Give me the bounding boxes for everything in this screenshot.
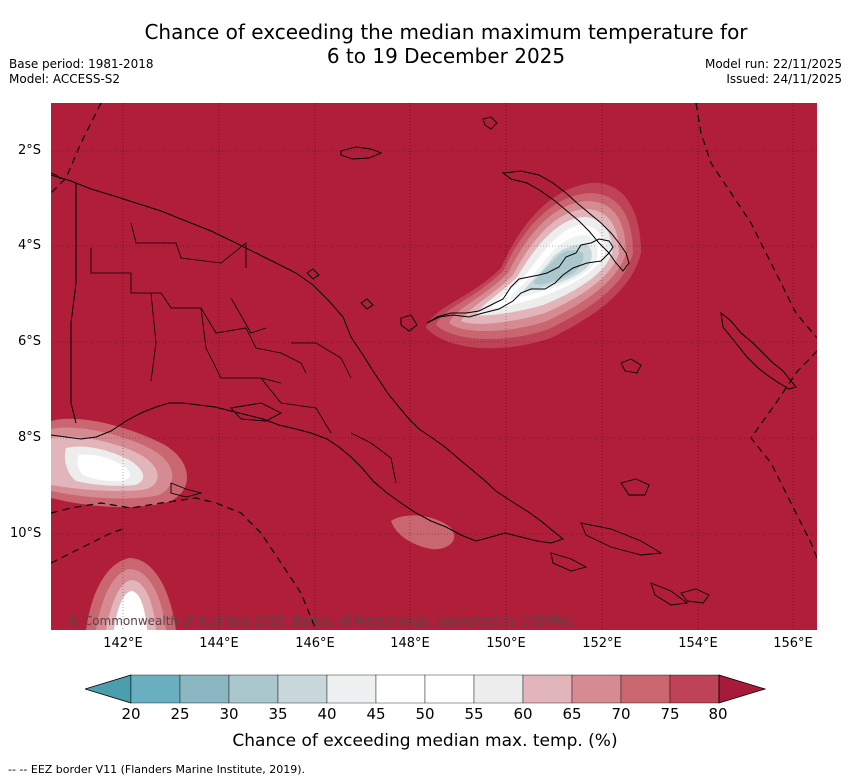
colorbar-segment [375, 674, 426, 704]
colorbar-segment [669, 674, 720, 704]
lon-label-152e: 152°E [582, 636, 622, 651]
coastline-west [51, 172, 77, 424]
lat-label-10s: 10°S [10, 526, 42, 541]
lon-label-148e: 148°E [390, 636, 430, 651]
colorbar-segment [326, 674, 377, 704]
colorbar-segment [571, 674, 622, 704]
colorbar-tick: 50 [415, 705, 435, 723]
colorbar-title: Chance of exceeding median max. temp. (%… [232, 731, 618, 751]
colorbar-tick: 80 [708, 705, 728, 723]
lon-label-146e: 146°E [295, 636, 335, 651]
islands [170, 116, 710, 606]
model-run: Model run: 22/11/2025 [704, 57, 842, 71]
map-area [51, 103, 817, 630]
colorbar-svg [83, 674, 767, 704]
colorbar-tick: 75 [660, 705, 680, 723]
lon-label-142e: 142°E [103, 636, 143, 651]
lat-label-2s: 2°S [18, 143, 42, 158]
coastline-new-guinea [51, 174, 565, 544]
eez-borders [51, 103, 817, 630]
base-period: Base period: 1981-2018 [9, 57, 154, 71]
model-name: Model: ACCESS-S2 [9, 72, 121, 86]
colorbar-segment [277, 674, 328, 704]
colorbar-segment [179, 674, 230, 704]
lon-label-150e: 150°E [486, 636, 526, 651]
anomaly-southwest [51, 418, 188, 508]
run-info: Model run: 22/11/2025 Issued: 24/11/2025 [705, 57, 842, 87]
coastline-new-ireland [501, 170, 630, 272]
colorbar [83, 674, 767, 704]
colorbar-tick: 35 [268, 705, 288, 723]
colorbar-tick: 40 [317, 705, 337, 723]
colorbar-segment [473, 674, 524, 704]
title-line-2: 6 to 19 December 2025 [326, 44, 566, 68]
colorbar-segment [522, 674, 573, 704]
lat-label-8s: 8°S [18, 430, 42, 445]
gridlines [51, 103, 817, 630]
colorbar-segment [620, 674, 671, 704]
lat-label-4s: 4°S [18, 238, 42, 253]
copyright-notice: © Commonwealth of Australia 2025, Bureau… [68, 614, 574, 628]
map-title: Chance of exceeding the median maximum t… [90, 20, 802, 68]
colorbar-segment [228, 674, 279, 704]
colorbar-tick: 30 [219, 705, 239, 723]
anomaly-new-britain [426, 182, 641, 349]
map-svg [51, 103, 817, 630]
anomaly-bottom [86, 558, 176, 630]
map-background [51, 103, 817, 630]
colorbar-low-arrow [83, 674, 132, 704]
coastline-new-britain [426, 238, 614, 324]
colorbar-tick: 70 [611, 705, 631, 723]
lon-label-154e: 154°E [678, 636, 718, 651]
colorbar-high-arrow [718, 674, 767, 704]
colorbar-tick: 60 [513, 705, 533, 723]
coastline-bougainville [720, 311, 797, 390]
colorbar-segment [130, 674, 181, 704]
province-borders [90, 222, 397, 484]
issued-date: Issued: 24/11/2025 [726, 72, 842, 86]
colorbar-tick: 65 [562, 705, 582, 723]
lon-label-144e: 144°E [199, 636, 239, 651]
colorbar-tick: 25 [170, 705, 190, 723]
model-info: Base period: 1981-2018 Model: ACCESS-S2 [9, 57, 154, 87]
lat-label-6s: 6°S [18, 334, 42, 349]
colorbar-segment [424, 674, 475, 704]
lon-label-156e: 156°E [773, 636, 813, 651]
colorbar-tick: 55 [464, 705, 484, 723]
title-line-1: Chance of exceeding the median maximum t… [144, 20, 748, 44]
colorbar-tick: 45 [366, 705, 386, 723]
colorbar-tick: 20 [121, 705, 141, 723]
eez-legend: -- -- EEZ border V11 (Flanders Marine In… [8, 763, 306, 776]
